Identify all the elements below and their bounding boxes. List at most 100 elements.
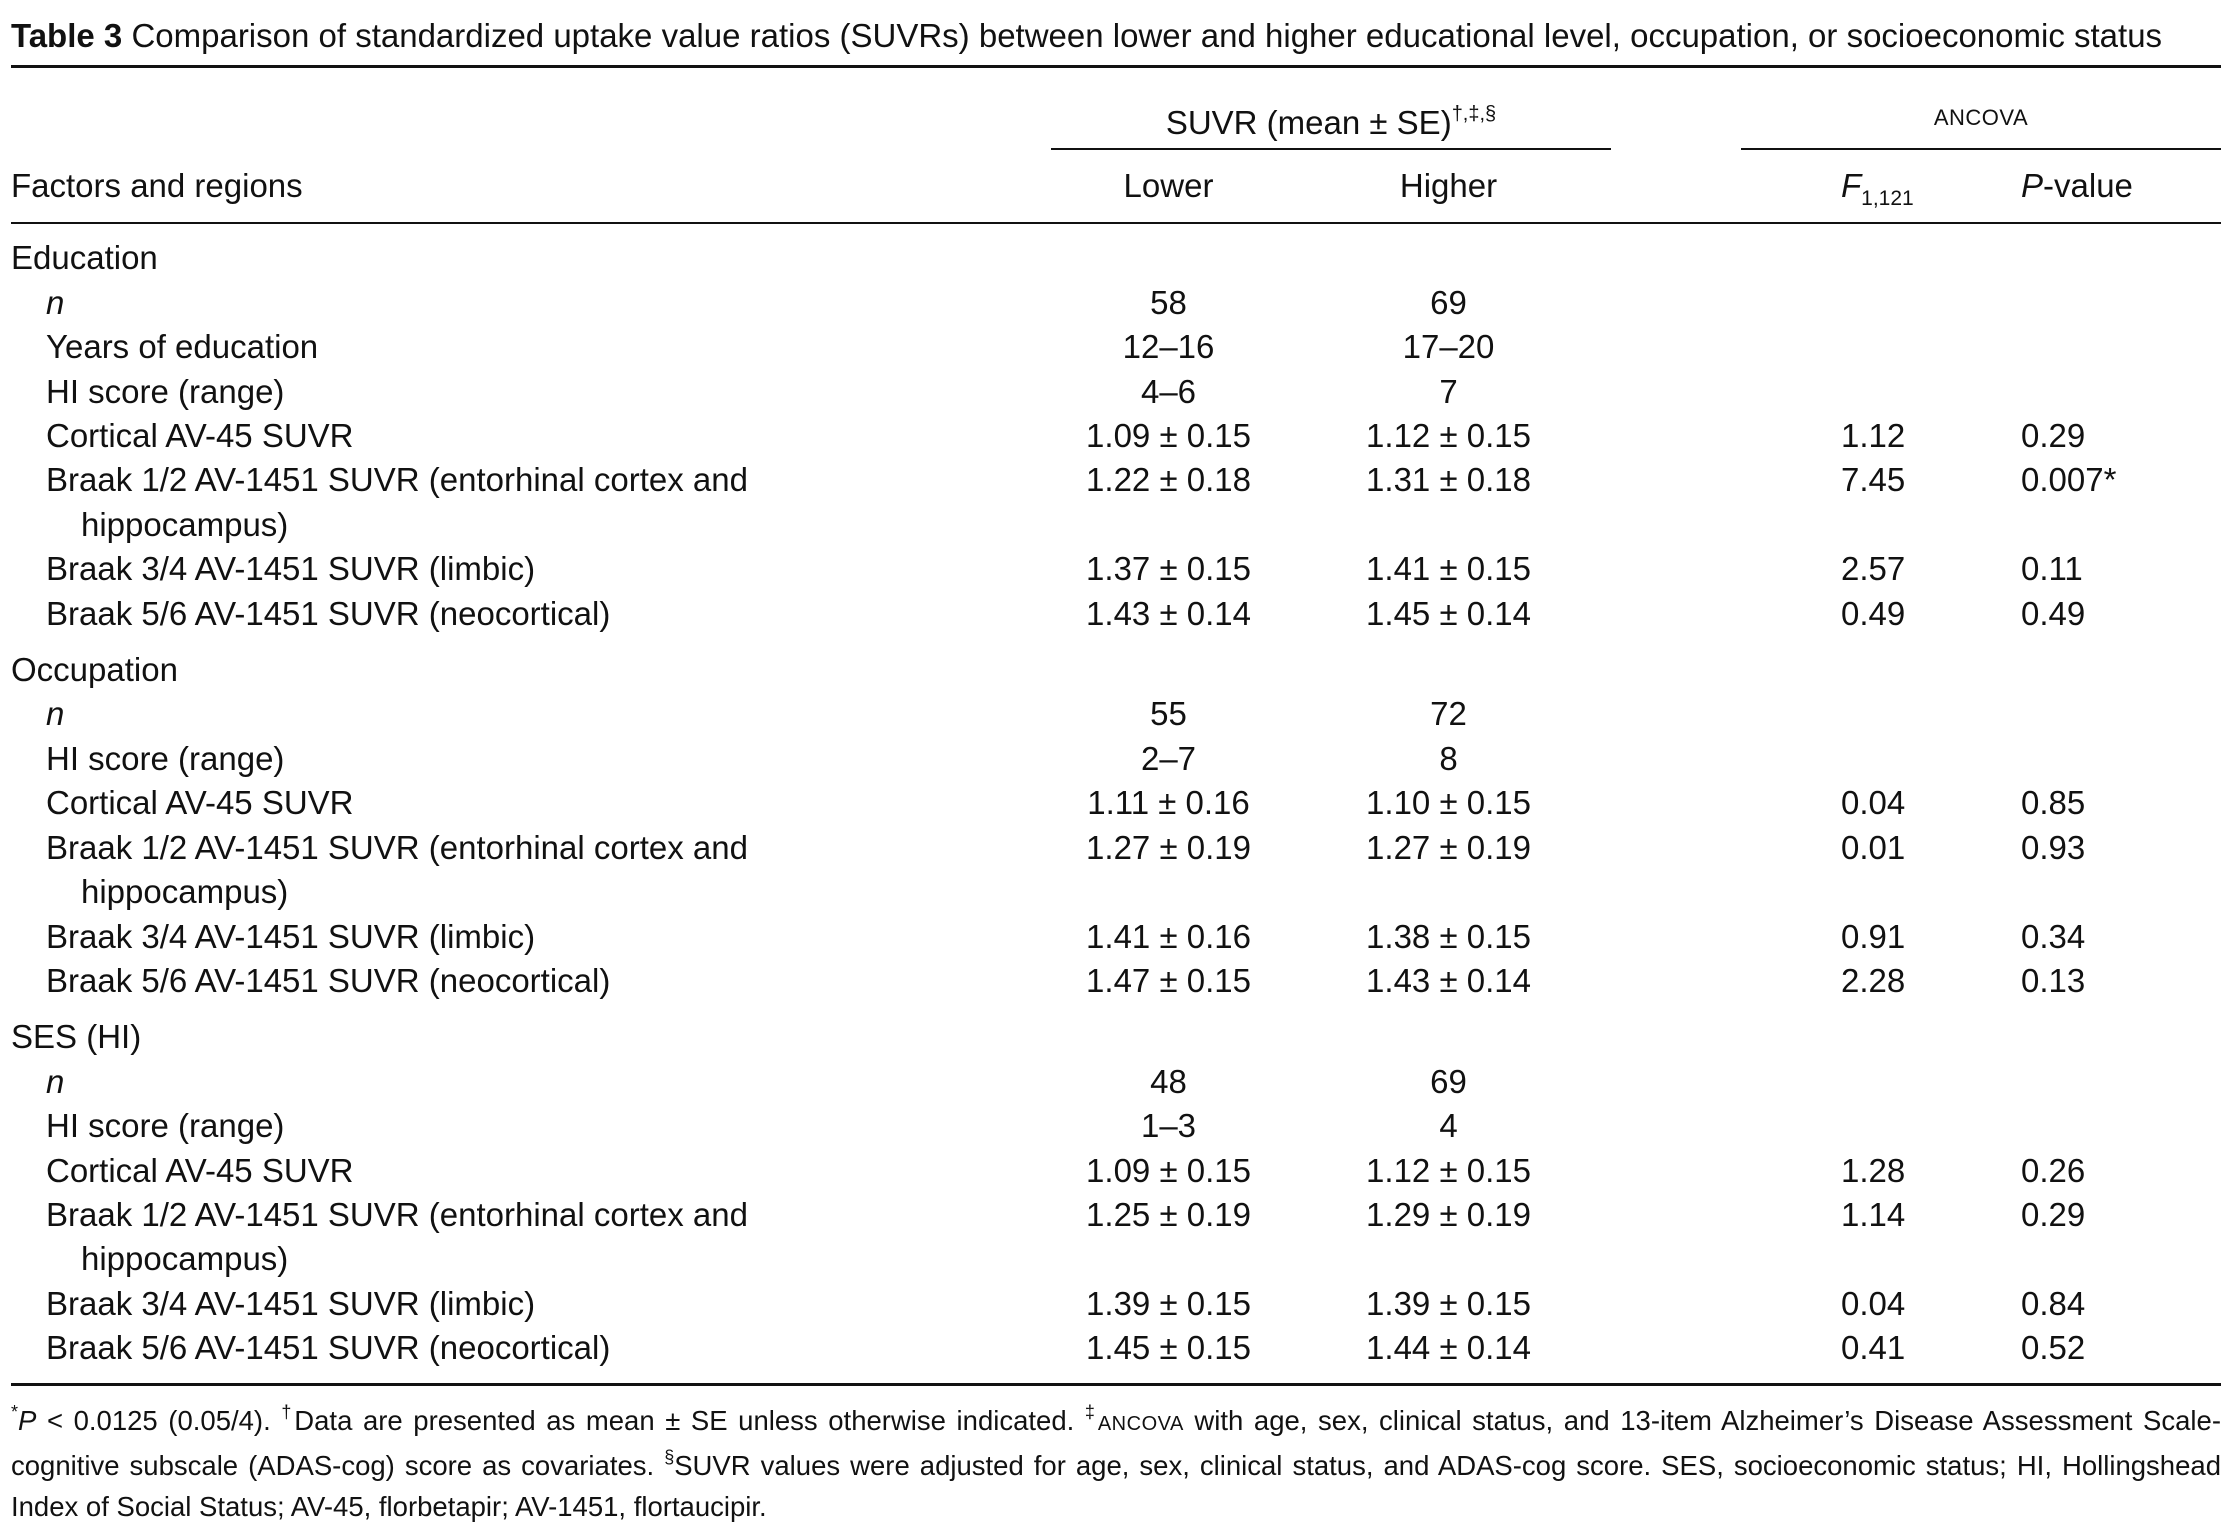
p-value <box>1971 370 2221 414</box>
table-caption: Table 3 Comparison of standardized uptak… <box>11 14 2221 58</box>
spacer-cell <box>1611 1104 1741 1148</box>
row-label-text: Braak 1/2 AV-1451 SUVR (entorhinal corte… <box>46 828 748 866</box>
row-label-text: n <box>46 1062 65 1100</box>
f-statistic-value: 1.12 <box>1841 417 1906 455</box>
higher-value: 1.31 ± 0.18 <box>1366 461 1531 499</box>
p-value: 0.84 <box>2021 1284 2086 1322</box>
spacer-cell <box>1611 1282 1741 1326</box>
spacer-cell <box>1611 826 1741 915</box>
row-label-continuation: hippocampus) <box>81 505 289 543</box>
lower-value: 1.37 ± 0.15 <box>1086 550 1251 588</box>
spacer-cell <box>1611 281 1741 325</box>
higher-value: 4 <box>1439 1107 1458 1145</box>
lower-value: 1.25 ± 0.19 <box>1086 1195 1251 1233</box>
higher-value: 17–20 <box>1402 328 1495 366</box>
row-label-text: Braak 1/2 AV-1451 SUVR (entorhinal corte… <box>46 461 748 499</box>
lower-value: 1.22 ± 0.18 <box>1086 461 1251 499</box>
higher-value: 1.38 ± 0.15 <box>1366 917 1531 955</box>
table-row: Cortical AV-45 SUVR 1.11 ± 0.16 1.10 ± 0.1… <box>11 781 2221 825</box>
lower-value: 1.09 ± 0.15 <box>1086 417 1251 455</box>
table-row: Cortical AV-45 SUVR 1.09 ± 0.15 1.12 ± 0.1… <box>11 414 2221 458</box>
table-row: Braak 5/6 AV-1451 SUVR (neocortical) 1.47… <box>11 959 2221 1003</box>
higher-value: 72 <box>1430 695 1467 733</box>
f-statistic-value: 2.57 <box>1841 550 1906 588</box>
f-statistic-value: 0.04 <box>1841 1284 1906 1322</box>
f-statistic-value <box>1741 737 1971 781</box>
higher-value: 1.43 ± 0.14 <box>1366 961 1531 999</box>
results-table: SUVR (mean ± SE)†,‡,§ ANCOVA Factors and… <box>11 65 2221 1386</box>
lower-value: 1.09 ± 0.15 <box>1086 1151 1251 1189</box>
table-row: Years of education 12–16 17–20 <box>11 325 2221 369</box>
section-label: Education <box>11 239 158 277</box>
f-statistic-column-header: F1,121 <box>1741 149 1971 225</box>
higher-value: 1.45 ± 0.14 <box>1366 594 1531 632</box>
row-label-text: HI score (range) <box>46 1107 285 1145</box>
p-value: 0.26 <box>2021 1151 2086 1189</box>
row-label: Braak 5/6 AV-1451 SUVR (neocortical) <box>11 592 1051 636</box>
section-row: Occupation <box>11 636 2221 692</box>
p-value: 0.29 <box>2021 1195 2086 1233</box>
row-label: Cortical AV-45 SUVR <box>11 1149 1051 1193</box>
table-row: HI score (range) 1–3 4 <box>11 1104 2221 1148</box>
row-label: Cortical AV-45 SUVR <box>11 781 1051 825</box>
p-value: 0.34 <box>2021 917 2086 955</box>
p-value <box>1971 692 2221 736</box>
p-value: 0.11 <box>2021 550 2083 588</box>
row-label: n <box>11 1060 1051 1104</box>
ancova-group-header: ANCOVA <box>1741 66 2221 151</box>
lower-value: 55 <box>1150 695 1187 733</box>
table-row: Braak 3/4 AV-1451 SUVR (limbic) 1.37 ± 0.… <box>11 547 2221 591</box>
table-caption-text: Comparison of standardized uptake value … <box>131 17 2163 54</box>
spacer-cell <box>1611 592 1741 636</box>
higher-value: 69 <box>1430 1062 1467 1100</box>
p-value: 0.007* <box>2021 461 2117 499</box>
section-row: Education <box>11 223 2221 280</box>
f-statistic-value: 1.28 <box>1841 1151 1906 1189</box>
lower-value: 1.47 ± 0.15 <box>1086 961 1251 999</box>
higher-value: 1.29 ± 0.19 <box>1366 1195 1531 1233</box>
row-label-text: Cortical AV-45 SUVR <box>46 1151 354 1189</box>
higher-value: 1.12 ± 0.15 <box>1366 1151 1531 1189</box>
spacer-cell <box>1611 370 1741 414</box>
row-label-text: Braak 3/4 AV-1451 SUVR (limbic) <box>46 1284 536 1322</box>
higher-column-header: Higher <box>1286 149 1611 225</box>
lower-value: 2–7 <box>1140 739 1197 777</box>
table-row: HI score (range) 4–6 7 <box>11 370 2221 414</box>
suvr-group-header: SUVR (mean ± SE)†,‡,§ <box>1051 66 1611 151</box>
spacer-cell <box>1611 414 1741 458</box>
table-row: Braak 5/6 AV-1451 SUVR (neocortical) 1.43… <box>11 592 2221 636</box>
spacer-cell <box>1611 1060 1741 1104</box>
spacer-cell <box>1611 547 1741 591</box>
higher-value: 1.44 ± 0.14 <box>1366 1329 1531 1367</box>
lower-column-header: Lower <box>1051 149 1286 225</box>
spacer-cell <box>1611 1149 1741 1193</box>
f-statistic-value <box>1741 370 1971 414</box>
spacer-cell <box>1611 781 1741 825</box>
table-row: Braak 3/4 AV-1451 SUVR (limbic) 1.41 ± 0.… <box>11 915 2221 959</box>
row-label-text: Years of education <box>46 328 319 366</box>
lower-value: 4–6 <box>1140 372 1197 410</box>
f-statistic-value: 0.49 <box>1841 594 1906 632</box>
table-row: n 55 72 <box>11 692 2221 736</box>
table-footnote: *P < 0.0125 (0.05/4). †Data are presente… <box>11 1401 2221 1522</box>
table-row: Braak 1/2 AV-1451 SUVR (entorhinal corte… <box>11 1193 2221 1282</box>
row-label-text: Braak 1/2 AV-1451 SUVR (entorhinal corte… <box>46 1195 748 1233</box>
row-label-text: HI score (range) <box>46 739 285 777</box>
f-statistic-value <box>1741 325 1971 369</box>
row-label-text: n <box>46 695 65 733</box>
row-label: Braak 5/6 AV-1451 SUVR (neocortical) <box>11 959 1051 1003</box>
table-row: Braak 5/6 AV-1451 SUVR (neocortical) 1.45… <box>11 1326 2221 1384</box>
row-label: Cortical AV-45 SUVR <box>11 414 1051 458</box>
row-label-text: n <box>46 283 65 321</box>
row-label-text: HI score (range) <box>46 372 285 410</box>
p-value <box>1971 325 2221 369</box>
spacer-cell <box>1611 325 1741 369</box>
table-row: Braak 1/2 AV-1451 SUVR (entorhinal corte… <box>11 458 2221 547</box>
lower-value: 1–3 <box>1140 1107 1197 1145</box>
row-label: Braak 3/4 AV-1451 SUVR (limbic) <box>11 1282 1051 1326</box>
table-row: Braak 3/4 AV-1451 SUVR (limbic) 1.39 ± 0.… <box>11 1282 2221 1326</box>
row-label: Braak 1/2 AV-1451 SUVR (entorhinal corte… <box>11 826 1051 915</box>
f-statistic-value: 7.45 <box>1841 461 1906 499</box>
suvr-group-footnote-marks: †,‡,§ <box>1451 103 1497 125</box>
f-statistic-value: 0.01 <box>1841 828 1906 866</box>
